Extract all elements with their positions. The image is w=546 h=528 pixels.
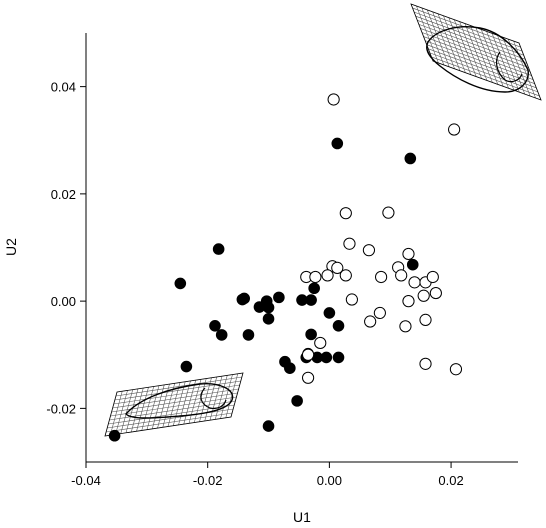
filled-data-point bbox=[331, 137, 344, 150]
filled-data-point bbox=[108, 429, 121, 442]
open-data-point bbox=[448, 123, 461, 136]
y-tick-label: 0.00 bbox=[51, 294, 76, 309]
open-data-point bbox=[374, 270, 388, 284]
y-tick-label: 0.04 bbox=[51, 80, 76, 95]
open-data-point bbox=[331, 261, 344, 274]
open-data-point bbox=[321, 269, 334, 282]
open-data-point bbox=[382, 206, 395, 219]
filled-data-point bbox=[262, 420, 275, 432]
filled-data-point bbox=[215, 329, 228, 341]
open-data-point bbox=[402, 295, 415, 308]
open-data-point bbox=[419, 357, 432, 370]
open-data-point bbox=[343, 237, 356, 250]
x-tick-label: 0.02 bbox=[438, 473, 463, 488]
x-tick-label: -0.04 bbox=[71, 473, 101, 488]
open-data-point bbox=[429, 286, 442, 300]
open-data-point bbox=[373, 306, 386, 320]
y-axis-label: U2 bbox=[3, 238, 19, 256]
inset-deformation-grid-bottom bbox=[104, 372, 244, 437]
filled-data-point bbox=[305, 328, 317, 341]
open-data-point bbox=[309, 270, 322, 284]
filled-data-point bbox=[323, 307, 336, 319]
y-tick-label: 0.02 bbox=[51, 187, 76, 202]
open-data-point bbox=[408, 276, 421, 289]
filled-data-point bbox=[284, 362, 296, 374]
open-data-point bbox=[339, 269, 352, 282]
open-data-point bbox=[314, 336, 327, 350]
filled-data-point bbox=[320, 351, 333, 364]
open-data-point bbox=[399, 320, 412, 333]
open-data-point bbox=[395, 269, 408, 282]
x-axis-ticks: -0.04 -0.02 0.00 0.02 bbox=[71, 462, 464, 488]
filled-data-point bbox=[406, 258, 419, 271]
open-data-point bbox=[364, 315, 377, 328]
filled-data-point bbox=[209, 319, 221, 332]
open-data-point bbox=[402, 247, 415, 261]
filled-data-point bbox=[262, 301, 275, 314]
filled-data-point bbox=[332, 351, 345, 364]
open-data-point bbox=[417, 289, 430, 302]
open-data-point bbox=[419, 313, 432, 326]
filled-data-point bbox=[273, 291, 285, 304]
open-data-point bbox=[449, 363, 463, 376]
filled-data-point bbox=[404, 152, 417, 165]
open-data-point bbox=[426, 270, 439, 284]
x-axis-label: U1 bbox=[293, 509, 311, 525]
filled-data-point bbox=[212, 243, 225, 255]
open-data-point bbox=[301, 371, 315, 384]
open-data-point bbox=[301, 348, 315, 361]
x-tick-label: -0.02 bbox=[193, 473, 223, 488]
filled-data-point bbox=[332, 319, 345, 332]
filled-data-point bbox=[305, 294, 317, 306]
x-tick-label: 0.00 bbox=[317, 473, 342, 488]
filled-data-point bbox=[242, 329, 255, 341]
y-tick-label: -0.02 bbox=[46, 401, 76, 416]
open-data-point bbox=[362, 244, 376, 257]
filled-data-point bbox=[180, 360, 193, 373]
filled-data-point bbox=[262, 313, 275, 325]
filled-data-point bbox=[174, 277, 187, 290]
y-axis-ticks: -0.02 0.00 0.02 0.04 bbox=[46, 80, 86, 416]
filled-data-point bbox=[238, 292, 250, 305]
filled-data-point bbox=[308, 282, 320, 295]
inset-deformation-grid-top bbox=[410, 3, 542, 101]
data-points bbox=[108, 93, 463, 442]
filled-data-point bbox=[291, 395, 303, 407]
open-data-point bbox=[345, 293, 358, 306]
open-data-point bbox=[339, 207, 352, 220]
open-data-point bbox=[327, 93, 340, 106]
